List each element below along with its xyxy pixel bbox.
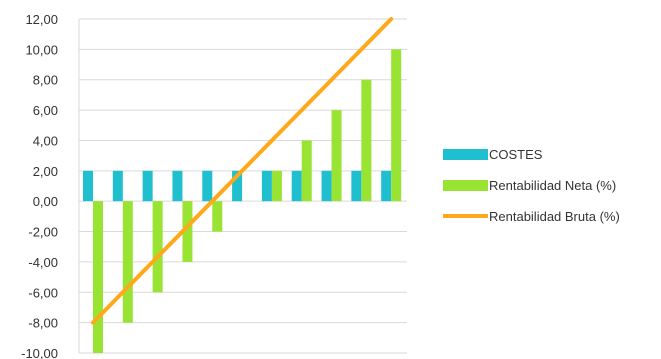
y-tick-label: 0,00 [33, 194, 58, 209]
bar-rentabilidad-neta [122, 201, 133, 323]
legend-swatch-costes [443, 149, 488, 160]
y-tick-label: -2,00 [28, 225, 58, 240]
bar-rentabilidad-neta [361, 79, 372, 202]
bar-rentabilidad-neta [301, 140, 312, 202]
y-tick-label: -6,00 [28, 285, 58, 300]
line-rentabilidad-bruta [91, 17, 394, 325]
y-tick-label: -4,00 [28, 255, 58, 270]
bar-rentabilidad-neta [212, 201, 223, 232]
legend-label-rentabilidad-neta: Rentabilidad Neta (%) [489, 178, 616, 193]
bar-costes [172, 170, 183, 202]
bar-rentabilidad-neta [391, 49, 402, 202]
bar-rentabilidad-neta [93, 201, 103, 353]
bar-costes [261, 170, 272, 202]
series-rentabilidad-bruta [91, 17, 394, 325]
legend-item-rentabilidad-bruta: Rentabilidad Bruta (%) [443, 209, 620, 224]
bar-rentabilidad-neta [271, 170, 282, 202]
y-tick-label: -8,00 [28, 316, 58, 331]
bar-costes [291, 170, 302, 202]
y-axis: 12,00 10,00 8,00 6,00 4,00 2,00 0,00 -2,00 -4,00… [21, 12, 58, 359]
y-tick-label: 4,00 [33, 133, 58, 148]
bar-rentabilidad-neta [182, 201, 193, 262]
legend-label-rentabilidad-bruta: Rentabilidad Bruta (%) [489, 209, 620, 224]
bar-costes [321, 170, 332, 202]
y-tick-label: 10,00 [25, 42, 58, 57]
bar-costes [232, 170, 243, 202]
series-rentabilidad-neta [93, 49, 402, 353]
legend-label-costes: COSTES [489, 147, 543, 162]
bar-costes [202, 170, 213, 202]
bar-costes [112, 170, 123, 202]
bar-costes [381, 170, 392, 202]
bar-costes [142, 170, 153, 202]
bar-costes [83, 170, 93, 202]
series-costes [83, 170, 392, 202]
y-tick-label: 8,00 [33, 73, 58, 88]
y-tick-label: 2,00 [33, 164, 58, 179]
legend-item-rentabilidad-neta: Rentabilidad Neta (%) [443, 178, 616, 193]
legend-item-costes: COSTES [443, 147, 543, 162]
legend: COSTES Rentabilidad Neta (%) Rentabilida… [443, 147, 620, 224]
y-tick-label: 6,00 [33, 103, 58, 118]
legend-swatch-rentabilidad-neta [443, 180, 488, 191]
bar-rentabilidad-neta [331, 110, 342, 202]
y-tick-label: 12,00 [25, 12, 58, 27]
bar-rentabilidad-neta [152, 201, 163, 293]
bar-costes [351, 170, 362, 202]
y-tick-label: -10,00 [21, 346, 58, 359]
